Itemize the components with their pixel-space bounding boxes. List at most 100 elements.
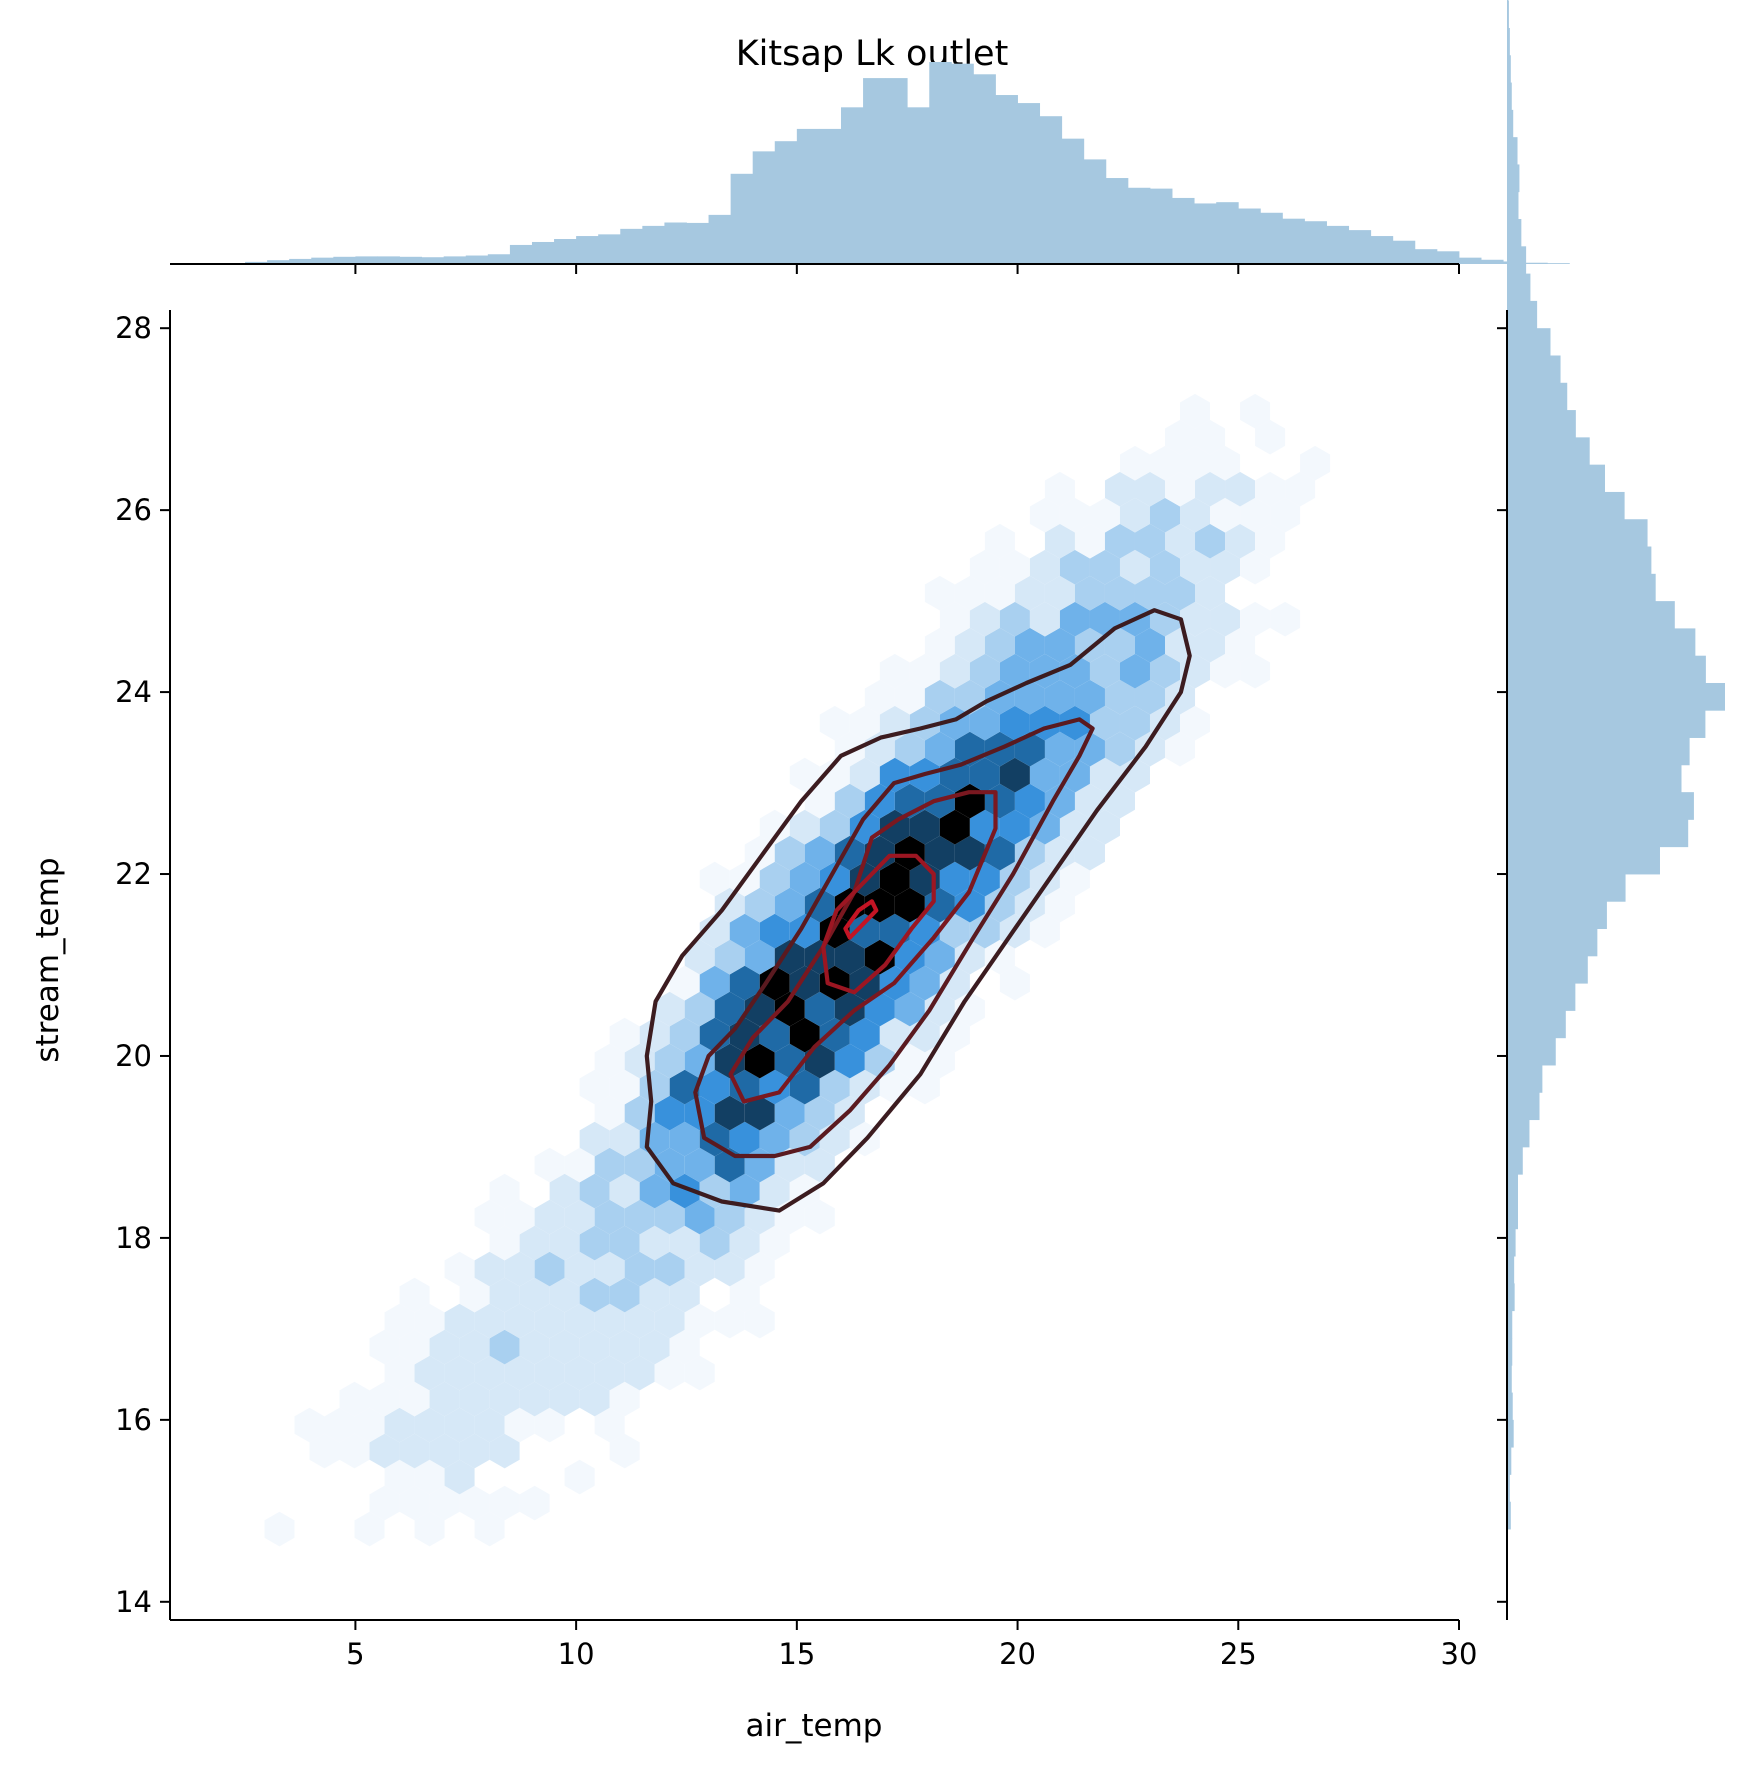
hexbin-cell bbox=[414, 1355, 445, 1391]
hexbin-cell bbox=[429, 1329, 460, 1365]
hexbin-cell bbox=[684, 991, 715, 1027]
hexbin-cell bbox=[1180, 601, 1211, 637]
hexbin-cell bbox=[489, 1277, 520, 1313]
hexbin-cell bbox=[744, 1251, 775, 1287]
hexbin-cell bbox=[579, 1381, 610, 1417]
hexbin-cell bbox=[699, 913, 730, 949]
hexbin-cell bbox=[639, 1225, 670, 1261]
hexbin-cell bbox=[534, 1303, 565, 1339]
hexbin-cell bbox=[1165, 731, 1196, 767]
hexbin-cell bbox=[789, 757, 820, 793]
hexbin-cell bbox=[1165, 471, 1196, 507]
hexbin-cell bbox=[729, 1173, 760, 1209]
hexbin-cell bbox=[1255, 523, 1286, 559]
hexbin-cell bbox=[834, 939, 865, 975]
hexbin-cell bbox=[894, 731, 925, 767]
y-hist-bar bbox=[1507, 628, 1696, 657]
hexbin-cell bbox=[1195, 419, 1226, 455]
y-hist-bar bbox=[1507, 1092, 1540, 1121]
x-hist-bar bbox=[1282, 218, 1305, 264]
y-hist-bar bbox=[1507, 355, 1561, 384]
hexbin-cell bbox=[1240, 653, 1271, 689]
hexbin-cell bbox=[759, 913, 790, 949]
x-tick-label: 10 bbox=[558, 1637, 595, 1671]
y-hist-bar bbox=[1507, 1174, 1518, 1202]
hexbin-cell bbox=[879, 1017, 910, 1053]
hexbin-cell bbox=[984, 887, 1015, 923]
hexbin-cell bbox=[1014, 575, 1045, 611]
hexbin-cell bbox=[504, 1355, 535, 1391]
hexbin-cell bbox=[969, 757, 1000, 793]
hexbin-cell bbox=[804, 835, 835, 871]
hexbin-cell bbox=[654, 1199, 685, 1235]
hexbin-cell bbox=[1104, 575, 1135, 611]
hexbin-cell bbox=[1029, 757, 1060, 793]
y-hist-bar bbox=[1507, 1419, 1514, 1448]
hexbin-cell bbox=[969, 705, 1000, 741]
hexbin-cell bbox=[1255, 471, 1286, 507]
x-hist-bar bbox=[399, 256, 423, 264]
x-hist-bar bbox=[1326, 225, 1350, 264]
hexbin-cell bbox=[519, 1277, 550, 1313]
hexbin-cell bbox=[729, 1121, 760, 1157]
hexbin-cell bbox=[1195, 471, 1226, 507]
hexbin-cell bbox=[789, 1017, 820, 1053]
hexbin-cell bbox=[759, 1121, 790, 1157]
y-hist-bar bbox=[1507, 382, 1568, 411]
hexbin-cell bbox=[579, 1069, 610, 1105]
hexbin-cell bbox=[1059, 653, 1090, 689]
hexbin-cell bbox=[1104, 627, 1135, 663]
hexbin-cell bbox=[654, 1303, 685, 1339]
hexbin-cell bbox=[789, 965, 820, 1001]
hexbin-cell bbox=[534, 1407, 565, 1443]
hexbin-cell bbox=[744, 1043, 775, 1079]
hexbin-cell bbox=[519, 1381, 550, 1417]
hexbin-cell bbox=[759, 1173, 790, 1209]
hexbin-cell bbox=[1149, 445, 1181, 481]
y-tick-label: 20 bbox=[115, 1039, 152, 1073]
hexbin-cell bbox=[834, 731, 865, 767]
y-hist-bar bbox=[1507, 983, 1576, 1011]
y-hist-bar bbox=[1507, 1474, 1510, 1503]
hexbin-cell bbox=[384, 1303, 415, 1339]
hexbin-cell bbox=[654, 1355, 685, 1391]
x-hist-bar bbox=[289, 258, 312, 264]
x-hist-bar bbox=[465, 255, 489, 264]
hexbin-cell bbox=[384, 1355, 415, 1391]
x-hist-bar bbox=[421, 257, 445, 264]
hexbin-cell bbox=[549, 1329, 580, 1365]
x-hist-bar bbox=[509, 244, 533, 264]
hexbin-cell bbox=[969, 913, 1000, 949]
hexbin-cell bbox=[1300, 445, 1331, 481]
y-tick-label: 16 bbox=[115, 1403, 152, 1437]
kde-contours bbox=[644, 608, 1192, 1213]
x-hist-bar bbox=[1039, 116, 1063, 265]
hexbin-cell bbox=[819, 1069, 850, 1105]
hexbin-cell bbox=[444, 1303, 475, 1339]
hexbin-cell bbox=[744, 1095, 775, 1131]
y-hist-bar bbox=[1507, 1146, 1523, 1175]
hexbin-cell bbox=[474, 1407, 505, 1443]
y-hist-bar bbox=[1507, 819, 1689, 848]
hexbin-cell bbox=[519, 1485, 550, 1521]
x-hist-bar bbox=[1260, 212, 1283, 264]
hexbin-cell bbox=[1089, 705, 1120, 741]
x-hist-bar bbox=[1172, 197, 1195, 264]
hexbin-cell bbox=[669, 1017, 700, 1053]
kde-contour-level-2 bbox=[693, 717, 1095, 1159]
hexbin-cell bbox=[744, 1303, 775, 1339]
hexbin-cell bbox=[954, 627, 985, 663]
hexbin-cell bbox=[1044, 731, 1075, 767]
hexbin-cell bbox=[774, 887, 805, 923]
x-tick-label: 15 bbox=[778, 1637, 815, 1671]
hexbin-cell bbox=[759, 1017, 790, 1053]
hexbin-cell bbox=[579, 1329, 610, 1365]
hexbin-cell bbox=[399, 1485, 430, 1521]
hexbin-cell bbox=[789, 861, 820, 897]
hexbin-cell bbox=[609, 1069, 640, 1105]
x-hist-bar bbox=[840, 107, 864, 264]
hexbin-cell bbox=[1134, 523, 1165, 559]
hexbin-cell bbox=[1180, 445, 1211, 481]
hexbin-cell bbox=[1165, 575, 1196, 611]
hexbin-cell bbox=[849, 705, 880, 741]
